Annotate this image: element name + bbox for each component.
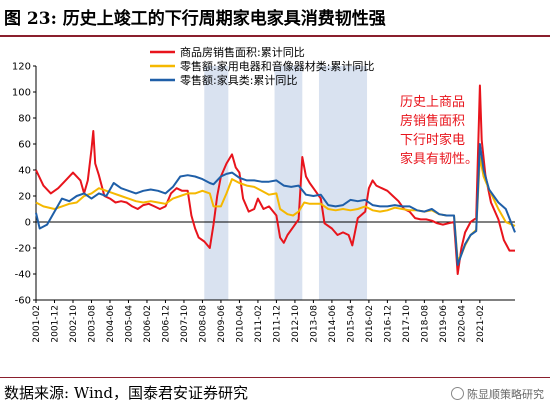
y-tick-label: 120 bbox=[12, 62, 31, 73]
x-tick-label: 2004-06 bbox=[106, 305, 116, 343]
x-tick-label: 2015-04 bbox=[346, 305, 356, 343]
annotation-line-3: 下行时家电 bbox=[400, 132, 465, 148]
x-tick-label: 2017-10 bbox=[402, 305, 412, 343]
annotation-line-2: 房销售面积 bbox=[400, 113, 465, 129]
x-tick-label: 2019-06 bbox=[439, 305, 449, 343]
x-tick-label: 2011-02 bbox=[254, 305, 264, 343]
x-tick-label: 2021-02 bbox=[476, 305, 486, 343]
x-axis-ticks: 2001-02 2001-12 2002-10 2003-08 2004-06 2005-… bbox=[32, 300, 486, 343]
series-line-3 bbox=[35, 143, 516, 266]
y-tick-label: 20 bbox=[18, 192, 31, 203]
y-tick-label: -40 bbox=[15, 270, 31, 281]
x-tick-label: 2020-04 bbox=[457, 305, 467, 343]
legend: 商品房销售面积:累计同比零售额:家用电器和音像器材类:累计同比零售额:家具类:累… bbox=[150, 45, 374, 87]
x-tick-label: 2016-02 bbox=[365, 305, 375, 343]
x-tick-label: 2018-08 bbox=[420, 305, 430, 343]
x-tick-label: 2005-04 bbox=[124, 305, 134, 343]
shaded-period-3 bbox=[318, 66, 368, 300]
y-axis-ticks: -60 -40 -20 0 20 40 60 80 100 120 bbox=[12, 62, 36, 307]
x-tick-label: 2001-02 bbox=[32, 305, 42, 343]
annotation-line-4: 家具有韧性。 bbox=[400, 151, 478, 167]
x-tick-label: 2013-08 bbox=[309, 305, 319, 343]
x-tick-label: 2006-02 bbox=[143, 305, 153, 343]
source-note: 数据来源: Wind，国泰君安证券研究 bbox=[4, 384, 249, 402]
wechat-icon bbox=[451, 387, 464, 400]
x-tick-label: 2012-10 bbox=[291, 305, 301, 343]
x-tick-label: 2003-08 bbox=[87, 305, 97, 343]
y-tick-label: -20 bbox=[15, 244, 31, 255]
y-tick-label: 80 bbox=[18, 114, 31, 125]
x-tick-label: 2001-12 bbox=[50, 305, 60, 343]
y-tick-label: 60 bbox=[18, 140, 31, 151]
legend-label-3: 零售额:家具类:累计同比 bbox=[180, 73, 297, 87]
x-tick-label: 2002-10 bbox=[69, 305, 79, 343]
x-tick-label: 2008-08 bbox=[198, 305, 208, 343]
series-line-1 bbox=[35, 84, 515, 275]
y-tick-label: 40 bbox=[18, 166, 31, 177]
series-lines bbox=[35, 84, 516, 275]
watermark-text: 陈显顺策略研究 bbox=[467, 388, 544, 401]
axes bbox=[35, 66, 515, 301]
x-tick-label: 2014-06 bbox=[328, 305, 338, 343]
watermark: 陈显顺策略研究 bbox=[451, 386, 544, 402]
x-tick-label: 2006-12 bbox=[161, 305, 171, 343]
x-tick-label: 2009-06 bbox=[217, 305, 227, 343]
figure-title: 图 23: 历史上竣工的下行周期家电家具消费韧性强 bbox=[4, 9, 386, 29]
y-tick-label: 100 bbox=[12, 88, 31, 99]
shaded-periods bbox=[204, 66, 368, 300]
x-tick-label: 2010-04 bbox=[235, 305, 245, 343]
legend-label-1: 商品房销售面积:累计同比 bbox=[180, 45, 305, 59]
x-tick-label: 2011-12 bbox=[272, 305, 282, 343]
x-tick-label: 2016-12 bbox=[383, 305, 393, 343]
title-rule bbox=[0, 35, 550, 37]
y-tick-label: 0 bbox=[25, 218, 31, 229]
bottom-rule bbox=[0, 377, 550, 378]
legend-label-2: 零售额:家用电器和音像器材类:累计同比 bbox=[180, 59, 374, 73]
y-tick-label: -60 bbox=[15, 296, 31, 307]
x-tick-label: 2007-10 bbox=[180, 305, 190, 343]
annotation-line-1: 历史上商品 bbox=[400, 95, 465, 110]
